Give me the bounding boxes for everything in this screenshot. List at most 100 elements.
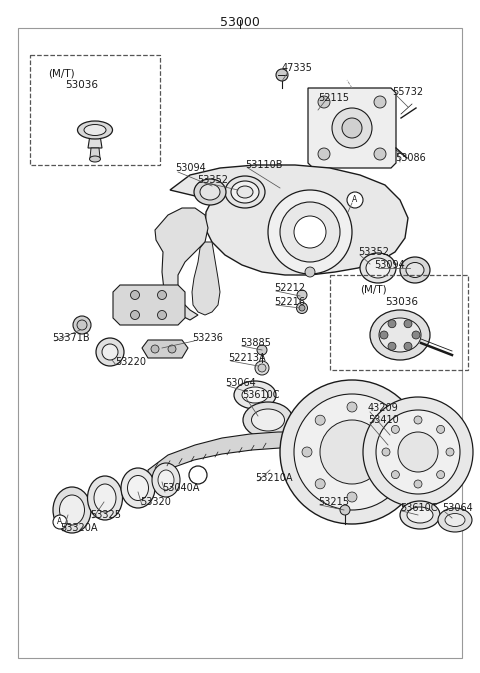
Ellipse shape [252,409,285,431]
Ellipse shape [242,387,268,403]
Ellipse shape [60,495,84,525]
Text: 52216: 52216 [274,297,305,307]
Circle shape [297,302,308,314]
Circle shape [347,192,363,208]
Polygon shape [155,208,208,320]
Ellipse shape [84,125,106,135]
Polygon shape [113,285,185,325]
Circle shape [255,361,269,375]
Ellipse shape [360,253,396,283]
Circle shape [157,291,167,299]
Text: 53086: 53086 [395,153,426,163]
Ellipse shape [379,318,421,352]
Text: 53320A: 53320A [60,523,97,533]
Ellipse shape [231,181,259,203]
Circle shape [168,345,176,353]
Circle shape [414,416,422,424]
Circle shape [268,190,352,274]
Circle shape [363,397,473,507]
Circle shape [374,148,386,160]
Ellipse shape [234,381,276,409]
Text: 53210A: 53210A [255,473,292,483]
Ellipse shape [89,156,100,162]
Ellipse shape [121,468,155,508]
Polygon shape [142,340,188,358]
Circle shape [131,310,140,320]
Ellipse shape [366,258,390,278]
Ellipse shape [152,463,180,497]
Circle shape [382,448,390,456]
Text: 53036: 53036 [65,80,98,90]
Circle shape [391,470,399,479]
Circle shape [294,216,326,248]
Circle shape [258,364,266,372]
Text: 53036: 53036 [385,297,418,307]
Circle shape [302,447,312,457]
Text: 52212: 52212 [274,283,305,293]
Text: 53610C: 53610C [400,503,437,513]
Text: 53885: 53885 [240,338,271,348]
Ellipse shape [158,470,174,490]
Text: 53410: 53410 [368,415,399,425]
Text: 52115: 52115 [318,93,349,103]
Ellipse shape [407,507,433,523]
Circle shape [374,96,386,108]
Circle shape [404,343,412,350]
Circle shape [257,345,267,355]
Circle shape [379,415,389,425]
Circle shape [380,331,388,339]
Ellipse shape [94,484,116,512]
Ellipse shape [370,310,430,360]
Text: 53236: 53236 [192,333,223,343]
Circle shape [437,470,444,479]
Circle shape [404,320,412,328]
Circle shape [320,420,384,484]
Circle shape [414,480,422,488]
Circle shape [342,118,362,138]
Ellipse shape [128,476,148,501]
Circle shape [297,290,307,300]
Circle shape [391,425,399,433]
Circle shape [347,402,357,412]
Text: 53215: 53215 [318,497,349,507]
Circle shape [315,479,325,489]
Circle shape [388,343,396,350]
Text: 43209: 43209 [368,403,399,413]
Circle shape [276,69,288,81]
Text: 53320: 53320 [140,497,171,507]
Ellipse shape [400,501,440,529]
Ellipse shape [194,179,226,205]
Text: 47335: 47335 [282,63,313,73]
Circle shape [53,515,67,529]
Ellipse shape [53,487,91,533]
Bar [330,275,468,370]
Ellipse shape [445,513,465,526]
Text: 53040A: 53040A [162,483,199,493]
Circle shape [315,415,325,425]
Circle shape [73,316,91,334]
Polygon shape [88,135,102,148]
Ellipse shape [77,121,112,139]
Circle shape [446,448,454,456]
Text: 53352: 53352 [197,175,228,185]
Ellipse shape [243,402,293,438]
Text: (M/T): (M/T) [48,68,74,78]
Polygon shape [170,165,408,275]
Text: 53610C: 53610C [242,390,279,400]
Circle shape [294,394,410,510]
Circle shape [437,425,444,433]
Text: 53110B: 53110B [245,160,283,170]
Circle shape [388,320,396,328]
Text: 53094: 53094 [175,163,206,173]
Ellipse shape [237,186,253,198]
Circle shape [318,148,330,160]
Ellipse shape [87,476,122,520]
Text: A: A [58,518,62,526]
Circle shape [379,479,389,489]
Text: 55732: 55732 [392,87,423,97]
Polygon shape [308,88,396,168]
Ellipse shape [301,427,329,449]
Text: 53220: 53220 [115,357,146,367]
Text: 53064: 53064 [442,503,473,513]
Circle shape [332,108,372,148]
